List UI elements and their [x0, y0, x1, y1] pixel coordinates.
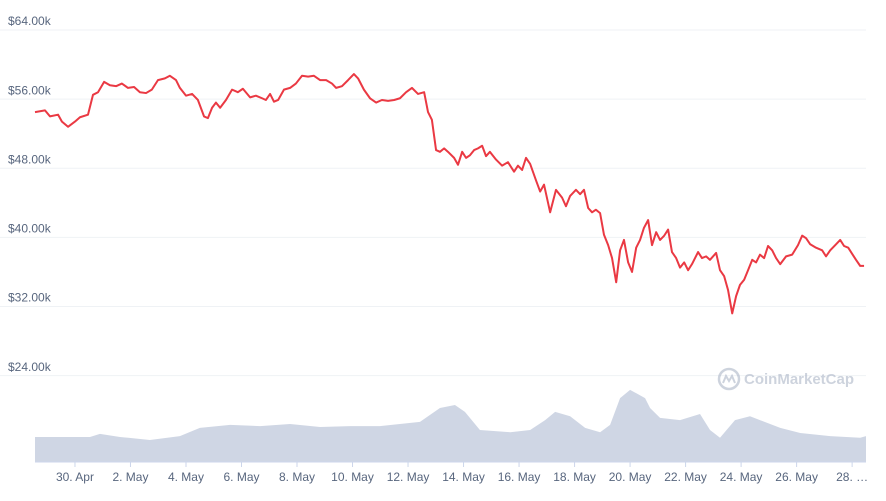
- x-tick-label: 12. May: [387, 470, 430, 484]
- x-tick-label: 4. May: [168, 470, 204, 484]
- volume-area: [35, 389, 866, 462]
- watermark-logo-mark: [722, 373, 736, 384]
- grid: [0, 29, 866, 377]
- x-tick-label: 8. May: [279, 470, 315, 484]
- watermark-logo: [717, 367, 741, 391]
- axes: $24.00k $32.00k $40.00k $48.00k $56.00k $64.0…: [8, 14, 868, 484]
- x-tick-label: 24. May: [720, 470, 763, 484]
- x-tick-label: 18. May: [553, 470, 596, 484]
- x-tick-label: 20. May: [609, 470, 652, 484]
- y-tick-label: $40.00k: [8, 222, 52, 236]
- x-tick-label: 14. May: [442, 470, 485, 484]
- y-tick-label: $56.00k: [8, 83, 52, 97]
- y-tick-label: $24.00k: [8, 360, 52, 374]
- x-tick-label: 26. May: [775, 470, 818, 484]
- line-layer: [34, 73, 865, 315]
- x-tick-label: 28. …: [836, 470, 868, 484]
- x-tick-label: 10. May: [331, 470, 374, 484]
- x-tick-label: 30. Apr: [56, 470, 94, 484]
- y-tick-label: $64.00k: [8, 14, 52, 28]
- x-tick-label: 16. May: [498, 470, 541, 484]
- price-line: [34, 73, 865, 315]
- y-tick-label: $48.00k: [8, 152, 52, 166]
- watermark-group: CoinMarketCap: [717, 367, 854, 391]
- y-tick-label: $32.00k: [8, 291, 52, 305]
- watermark: CoinMarketCap: [744, 371, 854, 388]
- volume-layer: [35, 389, 866, 462]
- x-tick-label: 2. May: [112, 470, 148, 484]
- x-tick-label: 22. May: [664, 470, 707, 484]
- x-tick-label: 6. May: [223, 470, 259, 484]
